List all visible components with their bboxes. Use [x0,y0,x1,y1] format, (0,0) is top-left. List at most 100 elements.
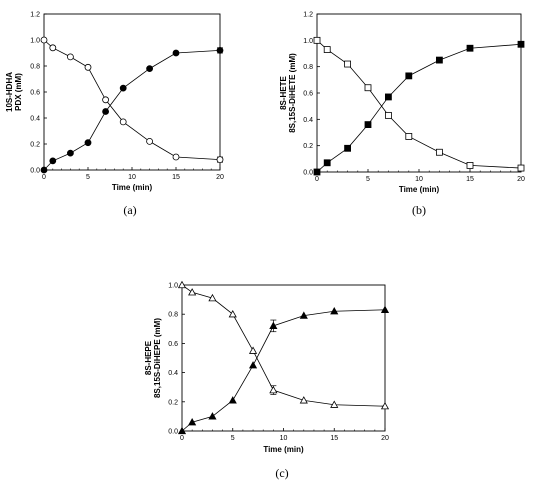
y-axis-label-line: 8S,15S-DiHEPE (mM) [153,318,162,398]
chart-panel-1: 0 5 10 15 20 0.0 0.2 0.4 0.6 0.8 1.0 1.2 Time (min) 1… [5,12,224,218]
x-tick-label: 10 [128,174,136,181]
y-tick-label: 0.8 [168,312,178,319]
chart-panel-2: 0 5 10 15 20 0.0 0.2 0.4 0.6 0.8 1.0 1.2 Time (min) 8… [279,12,525,218]
y-axis-label: 8S-HEPE8S,15S-DiHEPE (mM) [144,318,162,398]
x-tick-label: 20 [517,176,525,183]
y-tick-label: 0.2 [303,143,313,150]
data-point-2 [313,168,321,176]
data-point-1 [49,44,57,52]
data-point-2 [330,307,339,315]
data-point-1 [188,288,197,296]
data-point-1 [208,293,217,302]
data-point-1 [216,156,224,164]
data-point-2 [119,84,127,92]
x-tick-label: 0 [180,435,184,442]
y-axis-label: 8S-HETE8S,15S-DiHETE (mM) [279,53,297,133]
y-axis-label-line: 8S,15S-DiHETE (mM) [288,53,297,133]
data-point-1 [299,396,308,404]
data-point-2 [40,166,48,174]
series-line-1 [181,284,386,407]
y-tick-label: 0.6 [30,90,40,97]
x-tick-label: 5 [231,435,235,442]
data-point-1 [364,84,372,92]
data-point-1 [323,46,331,53]
y-tick-label: 0.0 [30,168,40,175]
y-tick-label: 0.6 [168,341,178,348]
x-tick-label: 5 [86,174,90,181]
panel-label: (a) [123,203,136,217]
y-axis-label-line: 8S-HEPE [144,340,153,375]
panel-label: (b) [412,203,426,217]
data-point-2 [269,321,278,330]
data-point-1 [344,60,352,68]
y-tick-label: 0.8 [303,64,313,71]
data-point-2 [49,157,57,165]
x-tick-label: 10 [280,435,288,442]
data-point-2 [380,305,390,313]
x-tick-label: 0 [315,176,319,183]
y-tick-label: 1.2 [30,12,40,19]
x-tick-label: 0 [42,174,46,181]
data-point-2 [466,44,474,52]
y-tick-label: 0.4 [30,116,40,123]
x-axis-label: Time (min) [112,183,153,192]
data-point-2 [344,144,352,152]
data-point-1 [380,401,390,410]
y-axis-label: 10S-HDHAPDX (mM) [5,72,23,112]
data-point-1 [146,137,154,145]
x-tick-label: 20 [216,174,224,181]
data-point-2 [517,40,525,48]
y-tick-label: 0.4 [303,117,313,124]
data-point-2 [172,49,180,57]
y-tick-label: 0.2 [30,142,40,149]
chart-panel-3: 0 5 10 15 20 0.0 0.2 0.4 0.6 0.8 1.0 Time (min) 8S-H… [144,280,390,480]
data-point-2 [177,426,187,435]
data-point-1 [84,63,92,71]
data-point-1 [405,133,413,140]
data-point-1 [40,36,48,44]
data-point-2 [435,56,443,64]
y-tick-label: 0.6 [303,91,313,98]
data-point-1 [313,36,321,44]
data-point-1 [228,309,237,318]
data-point-1 [172,153,180,161]
x-tick-label: 5 [366,176,370,183]
data-point-2 [405,72,413,80]
data-point-1 [248,346,258,354]
data-point-2 [188,418,197,426]
data-point-2 [364,121,372,128]
y-axis-label-line: PDX (mM) [14,73,23,111]
x-tick-label: 15 [172,174,180,181]
y-tick-label: 0.8 [30,64,40,71]
x-tick-label: 20 [381,435,389,442]
y-tick-label: 0.2 [168,399,178,406]
y-tick-label: 0.4 [168,370,178,377]
data-point-2 [146,65,154,72]
data-point-1 [177,280,187,289]
y-tick-label: 1.0 [168,283,178,290]
data-point-2 [84,139,92,147]
data-point-2 [216,47,224,54]
data-point-1 [466,162,474,169]
y-tick-label: 1.0 [303,38,313,45]
y-tick-label: 0.0 [168,429,178,436]
panel-label: (c) [275,466,288,480]
data-point-2 [384,93,392,101]
data-point-1 [102,96,109,104]
data-point-2 [67,149,74,157]
data-point-2 [102,108,109,115]
plot-frame [43,13,221,171]
data-point-1 [517,164,525,172]
data-point-1 [330,400,339,408]
x-tick-label: 10 [415,176,423,183]
y-tick-label: 1.2 [303,12,313,19]
data-point-2 [248,361,258,369]
data-point-2 [299,311,308,319]
data-point-1 [67,53,74,61]
y-axis-label-line: 10S-HDHA [5,72,14,112]
data-point-2 [323,159,331,167]
x-axis-label: Time (min) [263,445,304,454]
data-point-2 [228,396,237,404]
y-axis-label-line: 8S-HETE [279,75,288,109]
